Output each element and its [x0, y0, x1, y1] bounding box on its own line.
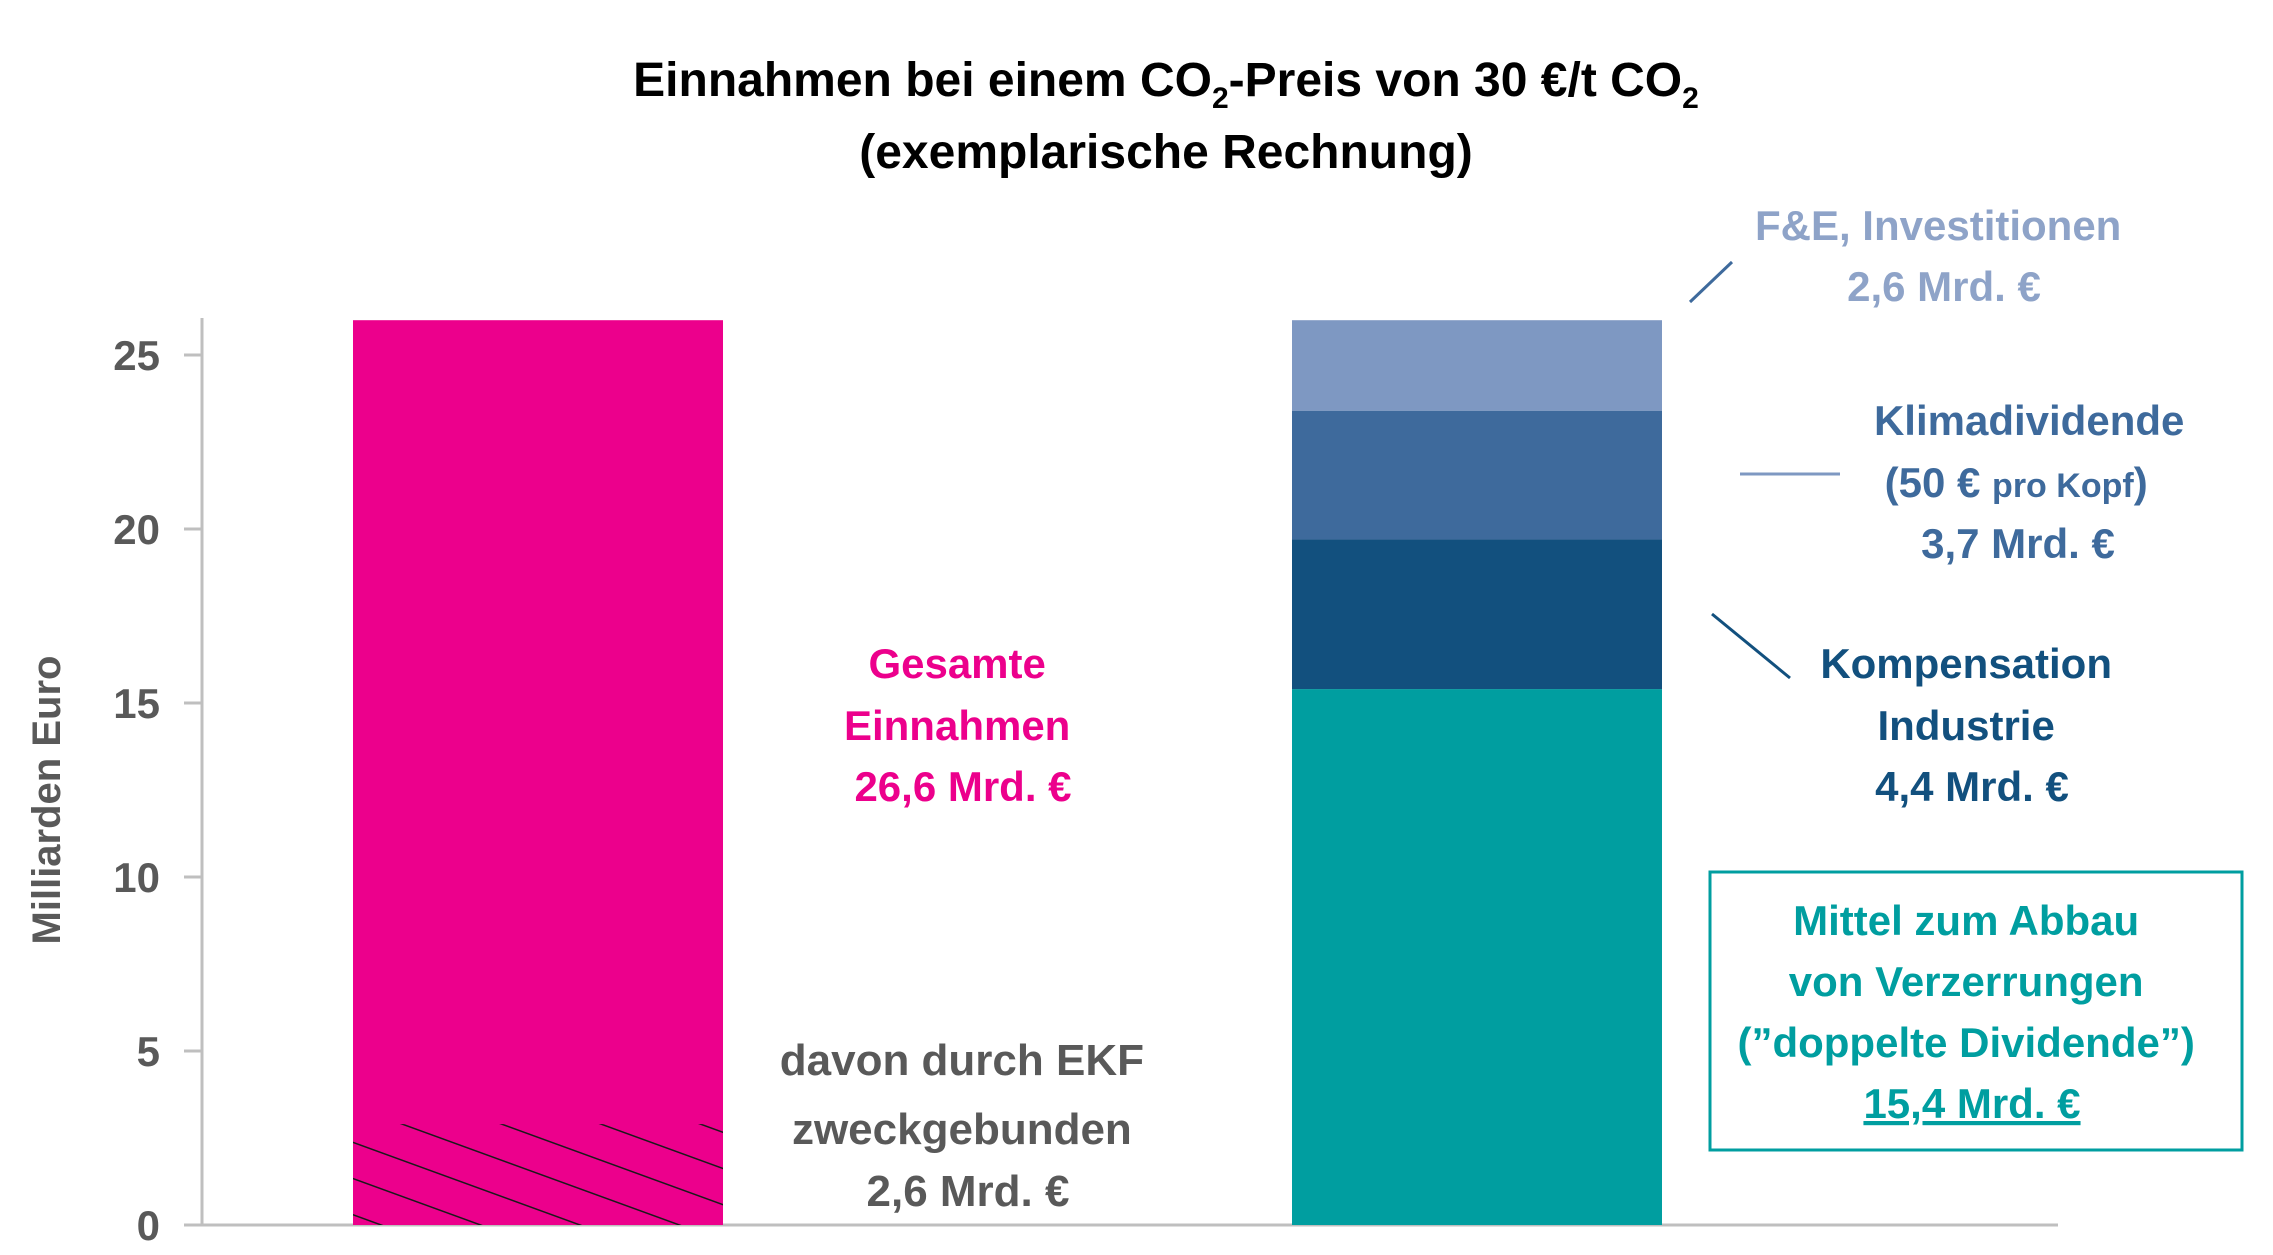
bar-1-hatched-ekf	[353, 1124, 723, 1225]
y-tick-label: 10	[113, 854, 160, 901]
klima-line-2: (50 € pro Kopf)	[1885, 459, 2148, 506]
komp-line-2: Industrie	[1877, 702, 2054, 749]
ekf-line-1: davon durch EKF	[780, 1036, 1144, 1085]
annotation-klimadividende: Klimadividende (50 € pro Kopf) 3,7 Mrd. …	[1874, 397, 2196, 567]
fe-line-1: F&E, Investitionen	[1755, 202, 2121, 249]
annotation-kompensation-industrie: Kompensation Industrie 4,4 Mrd. €	[1820, 640, 2123, 810]
fe-line-2: 2,6 Mrd. €	[1847, 263, 2041, 310]
mittel-line-1: Mittel zum Abbau	[1793, 897, 2139, 944]
annotation-gesamte-einnahmen: Gesamte Einnahmen 26,6 Mrd. €	[844, 640, 1082, 810]
mittel-value: 15,4 Mrd. €	[1863, 1080, 2080, 1127]
gesamt-line-1: Gesamte	[868, 640, 1045, 687]
komp-line-1: Kompensation	[1820, 640, 2112, 687]
annotation-mittel-abbau: Mittel zum Abbau von Verzerrungen (”dopp…	[1737, 897, 2206, 1127]
y-tick-label: 20	[113, 506, 160, 553]
bar-1-segment-1	[353, 320, 723, 1225]
chart-title-line2: (exemplarische Rechnung)	[859, 126, 1473, 179]
y-tick-label: 5	[137, 1028, 160, 1075]
bar-2-segment-2	[1292, 539, 1662, 690]
gesamt-line-3: 26,6 Mrd. €	[854, 763, 1071, 810]
bar-2-segment-1	[1292, 689, 1662, 1225]
y-axis-label: Milliarden Euro	[25, 656, 69, 945]
ekf-line-2: zweckgebunden	[792, 1105, 1132, 1154]
y-tick-label: 0	[137, 1202, 160, 1249]
komp-leader-line	[1711, 612, 1791, 680]
y-tick-label: 25	[113, 332, 160, 379]
mittel-line-3: (”doppelte Dividende”)	[1737, 1019, 2194, 1066]
klima-line-1: Klimadividende	[1874, 397, 2184, 444]
y-tick-label: 15	[113, 680, 160, 727]
y-ticks: 0 5 10 15 20 25	[113, 332, 202, 1249]
annotation-fe-investitionen: F&E, Investitionen 2,6 Mrd. €	[1755, 202, 2133, 310]
gesamt-line-2: Einnahmen	[844, 702, 1070, 749]
annotation-ekf: davon durch EKF zweckgebunden 2,6 Mrd. €	[780, 1036, 1156, 1216]
bar-2-segment-4	[1292, 320, 1662, 411]
bar-2-segment-3	[1292, 410, 1662, 540]
fe-leader-line	[1688, 260, 1734, 304]
mittel-annotation-box	[1708, 870, 2244, 1152]
bars	[353, 320, 1662, 1225]
mittel-line-2: von Verzerrungen	[1789, 958, 2144, 1005]
komp-line-3: 4,4 Mrd. €	[1875, 763, 2069, 810]
ekf-line-3: 2,6 Mrd. €	[867, 1167, 1070, 1216]
chart-title-line1: Einnahmen bei einem CO2-Preis von 30 €/t…	[633, 54, 1699, 115]
klima-line-3: 3,7 Mrd. €	[1921, 520, 2115, 567]
